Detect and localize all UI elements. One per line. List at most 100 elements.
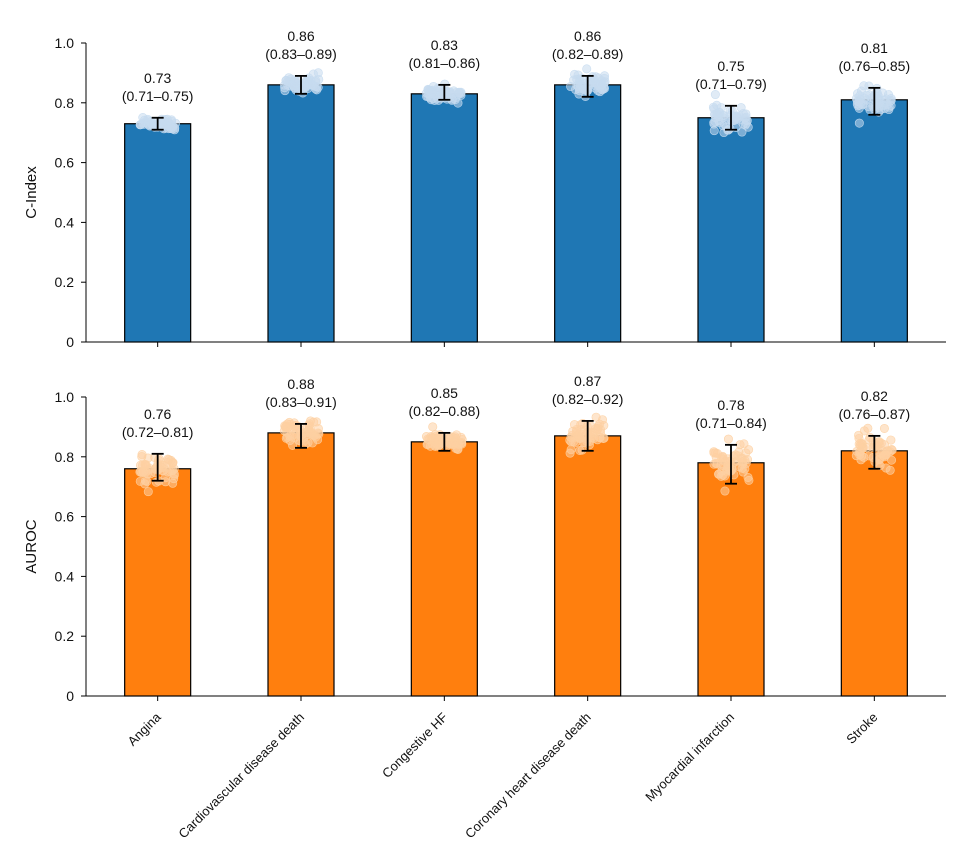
bootstrap-point [281,76,291,86]
ci-label: (0.82–0.92) [552,391,624,407]
x-category-label: Congestive HF [379,709,450,780]
bootstrap-point [743,455,753,465]
ci-label: (0.71–0.79) [695,76,767,92]
ci-label: (0.83–0.89) [265,46,337,62]
bootstrap-point [582,437,592,447]
y-tick-label: 0.2 [55,274,75,290]
bootstrap-point [710,448,720,458]
bootstrap-point [863,423,873,433]
bootstrap-point [737,127,747,137]
bootstrap-point [715,117,725,127]
bootstrap-point [137,468,147,478]
x-category-label: Stroke [843,710,880,747]
bootstrap-point [854,118,864,128]
bootstrap-point [859,452,869,462]
y-tick-label: 0.4 [55,214,75,230]
bootstrap-point [422,440,432,450]
bootstrap-point [734,462,744,472]
bootstrap-point [725,105,735,115]
bootstrap-point [593,73,603,83]
ci-label: (0.72–0.81) [122,424,194,440]
value-label: 0.85 [431,385,458,401]
bootstrap-point [290,421,300,431]
bootstrap-point [592,435,602,445]
bootstrap-point [170,123,180,133]
bootstrap-point [723,434,733,444]
bootstrap-point [314,74,324,84]
bootstrap-point [591,412,601,422]
bootstrap-point [165,466,175,476]
bootstrap-point [862,443,872,453]
y-tick-label: 0 [66,688,74,704]
bar [840,450,908,697]
bootstrap-point [854,430,864,440]
bootstrap-point [137,452,147,462]
ci-label: (0.82–0.89) [552,46,624,62]
bootstrap-point [427,87,437,97]
bootstrap-point [582,64,592,74]
y-tick-label: 0.6 [55,509,75,525]
bar [840,99,908,343]
ci-label: (0.83–0.91) [265,394,337,410]
bootstrap-point [308,438,318,448]
bootstrap-point [739,439,749,449]
y-tick-label: 0.6 [55,155,75,171]
bar [697,462,765,697]
y-tick-label: 0 [66,334,74,350]
bootstrap-point [445,87,455,97]
bootstrap-point [592,425,602,435]
bootstrap-point [716,460,726,470]
bootstrap-point [736,103,746,113]
bootstrap-point [878,88,888,98]
bootstrap-point [716,103,726,113]
value-label: 0.83 [431,37,458,53]
value-label: 0.88 [287,376,314,392]
panel-c-index: 0 0.2 0.4 0.6 0.8 1.0 C-Index (0.71–0.75) 0.73 (0… [23,28,946,350]
x-category-label: Cardiovascular disease death [175,710,307,842]
bootstrap-point [280,86,290,96]
bootstrap-point [308,69,318,79]
bootstrap-point [574,89,584,99]
bar [554,435,622,697]
y-tick-label: 0.4 [55,568,75,584]
bootstrap-point [288,440,298,450]
bootstrap-point [167,115,177,125]
x-category-label: Myocardial infarction [642,710,737,805]
y-tick-label: 0.8 [55,95,75,111]
value-label: 0.78 [717,397,744,413]
bootstrap-point [291,77,301,87]
bar [554,84,622,343]
panel-auroc: 0 0.2 0.4 0.6 0.8 1.0 AUROC (0.72–0.81) 0.76 (0.8… [23,373,946,841]
bootstrap-point [140,460,150,470]
x-category-label: Coronary heart disease death [462,710,594,842]
bootstrap-point [301,76,311,86]
ci-label: (0.71–0.84) [695,415,767,431]
bar [410,441,478,697]
bootstrap-point [875,461,885,471]
bootstrap-point [428,422,438,432]
ci-label: (0.76–0.85) [839,58,911,74]
bar [124,123,192,343]
value-label: 0.86 [574,28,601,44]
bootstrap-point [714,469,724,479]
value-label: 0.82 [861,388,888,404]
value-label: 0.73 [144,70,171,86]
y-axis-label: AUROC [23,519,40,573]
bootstrap-point [710,90,720,100]
bootstrap-point [886,95,896,105]
ci-label: (0.82–0.88) [409,403,481,419]
bootstrap-point [282,427,292,437]
y-tick-label: 1.0 [55,389,75,405]
bootstrap-point [143,487,153,497]
bootstrap-point [733,451,743,461]
y-tick-label: 0.2 [55,628,75,644]
value-label: 0.87 [574,373,601,389]
bootstrap-point [434,433,444,443]
value-label: 0.76 [144,406,171,422]
bar [697,117,765,343]
bootstrap-point [135,476,145,486]
bootstrap-point [879,423,889,433]
bar [124,468,192,697]
bootstrap-point [456,432,466,442]
value-label: 0.81 [861,40,888,56]
